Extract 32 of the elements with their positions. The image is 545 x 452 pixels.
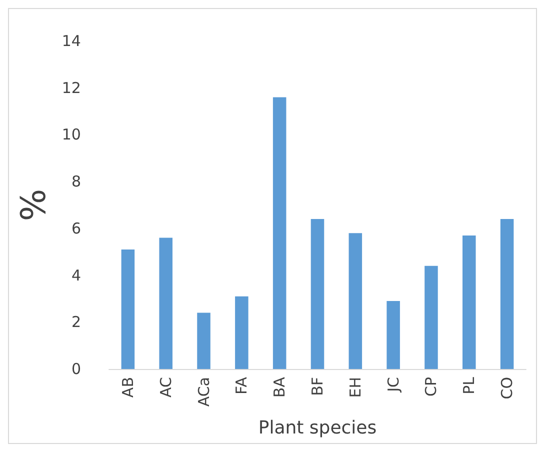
x-tick-label: BF bbox=[308, 377, 326, 396]
x-tick-label: PL bbox=[460, 376, 478, 394]
x-tick-label: BA bbox=[270, 376, 289, 398]
bar bbox=[348, 233, 362, 369]
y-tick-label: 8 bbox=[71, 172, 81, 191]
bar bbox=[197, 312, 210, 369]
y-tick-label: 14 bbox=[62, 32, 81, 50]
x-tick-label: FA bbox=[232, 376, 251, 395]
bar bbox=[500, 219, 514, 369]
bar bbox=[424, 266, 438, 369]
y-tick-label: 10 bbox=[62, 126, 81, 144]
x-tick-label: AC bbox=[156, 377, 175, 398]
x-tick-label: EH bbox=[346, 377, 364, 398]
bar bbox=[121, 250, 135, 369]
bar bbox=[235, 296, 248, 369]
bar bbox=[159, 238, 172, 369]
y-tick-label: 0 bbox=[71, 360, 81, 378]
x-tick-label: AB bbox=[118, 377, 137, 398]
bar bbox=[386, 301, 400, 369]
bar bbox=[462, 235, 476, 369]
y-tick-label: 12 bbox=[62, 78, 81, 97]
bar bbox=[310, 219, 324, 369]
x-axis-title: Plant species bbox=[258, 418, 377, 438]
x-tick-label: CP bbox=[422, 377, 440, 397]
x-tick-label: ACa bbox=[194, 377, 213, 407]
x-tick-label: JC bbox=[384, 377, 402, 393]
y-tick-label: 2 bbox=[71, 313, 81, 332]
y-axis-title: % bbox=[14, 188, 54, 222]
y-tick-label: 4 bbox=[71, 266, 81, 284]
x-tick-label: CO bbox=[498, 377, 516, 400]
bar bbox=[272, 97, 286, 369]
y-tick-label: 6 bbox=[71, 219, 81, 238]
